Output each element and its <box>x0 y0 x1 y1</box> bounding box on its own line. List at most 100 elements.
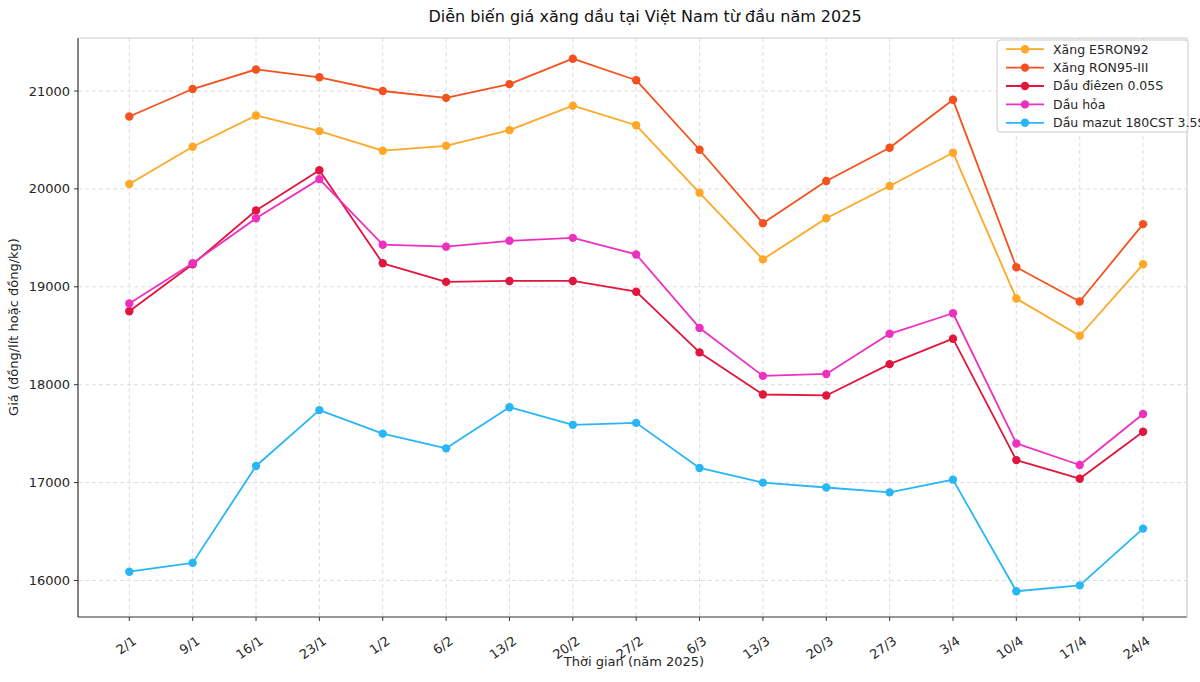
data-point <box>885 330 893 338</box>
x-tick-label: 10/4 <box>994 633 1027 662</box>
data-point <box>632 287 640 295</box>
data-point <box>632 419 640 427</box>
data-point <box>125 112 133 120</box>
data-point <box>505 80 513 88</box>
data-point <box>885 488 893 496</box>
data-point <box>569 421 577 429</box>
data-point <box>379 429 387 437</box>
x-axis-label: Thời gian (năm 2025) <box>563 654 704 669</box>
legend-marker <box>1021 63 1029 71</box>
data-point <box>949 96 957 104</box>
data-point <box>252 206 260 214</box>
data-point <box>695 464 703 472</box>
data-point <box>569 234 577 242</box>
legend-label: Dầu điêzen 0.05S <box>1053 78 1163 93</box>
data-point <box>315 175 323 183</box>
data-point <box>885 182 893 190</box>
data-point <box>949 148 957 156</box>
data-point <box>315 73 323 81</box>
data-point <box>1012 439 1020 447</box>
data-point <box>1076 581 1084 589</box>
legend-marker <box>1021 82 1029 90</box>
data-point <box>315 406 323 414</box>
legend-label: Xăng E5RON92 <box>1053 42 1149 57</box>
data-point <box>1076 461 1084 469</box>
data-point <box>379 87 387 95</box>
data-point <box>569 101 577 109</box>
data-point <box>695 189 703 197</box>
data-point <box>188 259 196 267</box>
data-point <box>505 237 513 245</box>
data-point <box>759 478 767 486</box>
data-point <box>315 127 323 135</box>
y-tick-label: 20000 <box>29 181 70 196</box>
data-point <box>1139 427 1147 435</box>
data-point <box>188 85 196 93</box>
x-tick-label: 3/4 <box>937 633 963 657</box>
data-point <box>885 360 893 368</box>
data-point <box>632 76 640 84</box>
data-point <box>442 242 450 250</box>
data-point <box>632 121 640 129</box>
y-axis-label: Giá (đồng/lít hoặc đồng/kg) <box>6 238 21 416</box>
legend-label: Dầu hỏa <box>1053 97 1105 112</box>
data-point <box>442 444 450 452</box>
legend-label: Xăng RON95-III <box>1053 60 1148 75</box>
data-point <box>125 180 133 188</box>
legend: Xăng E5RON92 Xăng RON95-III Dầu điêzen 0.0… <box>997 40 1200 132</box>
data-point <box>252 65 260 73</box>
x-tick-label: 9/1 <box>177 633 203 657</box>
data-point <box>759 372 767 380</box>
data-point <box>505 403 513 411</box>
data-point <box>759 219 767 227</box>
data-point <box>315 166 323 174</box>
data-point <box>949 334 957 342</box>
data-point <box>1012 263 1020 271</box>
x-tick-label: 17/4 <box>1057 633 1090 662</box>
data-point <box>695 146 703 154</box>
data-point <box>1076 332 1084 340</box>
data-point <box>759 255 767 263</box>
data-point <box>1139 410 1147 418</box>
data-point <box>1139 220 1147 228</box>
data-point <box>442 278 450 286</box>
x-tick-label: 2/1 <box>113 633 139 657</box>
data-point <box>442 94 450 102</box>
data-point <box>125 307 133 315</box>
legend-marker <box>1021 119 1029 127</box>
x-tick-label: 16/1 <box>233 633 266 662</box>
data-point <box>1012 587 1020 595</box>
data-point <box>1139 260 1147 268</box>
chart-title: Diễn biến giá xăng dầu tại Việt Nam từ đ… <box>428 7 861 26</box>
data-point <box>822 483 830 491</box>
data-point <box>1139 524 1147 532</box>
y-tick-label: 18000 <box>29 377 70 392</box>
x-tick-label: 13/3 <box>740 633 773 662</box>
data-point <box>252 214 260 222</box>
y-tick-label: 21000 <box>29 84 70 99</box>
legend-marker <box>1021 45 1029 53</box>
data-point <box>949 475 957 483</box>
x-tick-label: 27/3 <box>867 633 900 662</box>
data-point <box>569 54 577 62</box>
data-point <box>442 142 450 150</box>
data-point <box>1076 297 1084 305</box>
tick-layer: 1600017000180001900020000210002/19/116/1… <box>29 84 1153 663</box>
data-point <box>379 147 387 155</box>
data-point <box>632 250 640 258</box>
data-point <box>949 309 957 317</box>
x-tick-label: 24/4 <box>1120 633 1153 662</box>
data-point <box>379 259 387 267</box>
x-tick-label: 20/3 <box>803 633 836 662</box>
data-point <box>759 390 767 398</box>
data-point <box>1012 294 1020 302</box>
data-point <box>125 299 133 307</box>
data-point <box>1012 456 1020 464</box>
data-point <box>569 277 577 285</box>
data-point <box>1076 474 1084 482</box>
fuel-price-line-chart: 1600017000180001900020000210002/19/116/1… <box>0 0 1200 682</box>
y-tick-label: 19000 <box>29 279 70 294</box>
data-point <box>379 241 387 249</box>
data-point <box>695 348 703 356</box>
data-point <box>822 370 830 378</box>
